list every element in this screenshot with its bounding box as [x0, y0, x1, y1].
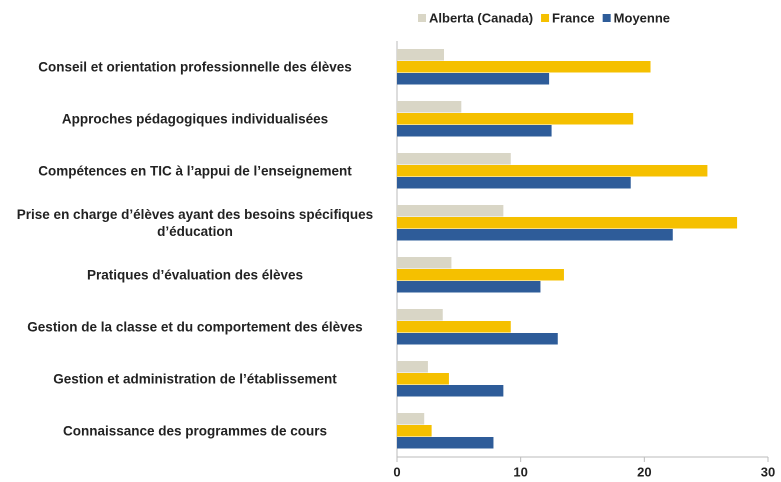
category-label: Approches pédagogiques individualisées [61, 111, 329, 127]
category-label: Conseil et orientation professionnelle d… [38, 59, 352, 75]
bar [397, 321, 511, 333]
bar [397, 101, 462, 113]
x-tick-label: 10 [513, 464, 527, 479]
bar [397, 385, 504, 397]
legend-swatch [541, 14, 550, 22]
bar [397, 217, 738, 229]
x-tick-label: 20 [637, 464, 651, 479]
category-label: Compétences en TIC à l’appui de l’enseig… [38, 163, 352, 179]
bar [397, 205, 504, 217]
bar [397, 113, 634, 125]
bar [397, 257, 452, 269]
legend-swatch [418, 14, 426, 22]
category-label: Pratiques d’évaluation des élèves [86, 267, 304, 283]
bar [397, 309, 443, 321]
legend-label: Alberta (Canada) [429, 10, 533, 25]
bar [397, 361, 428, 373]
bar [397, 373, 449, 385]
bar [397, 125, 552, 137]
bar [397, 269, 564, 281]
bar [397, 73, 550, 85]
bar [397, 177, 631, 189]
bar [397, 153, 511, 165]
legend-swatch [602, 14, 611, 22]
bar [397, 333, 558, 345]
bar [397, 425, 432, 437]
category-label: Gestion et administration de l’établisse… [53, 371, 337, 387]
x-tick-label: 0 [393, 464, 400, 479]
bar [397, 281, 541, 293]
category-label: Prise en charge d’élèves ayant des besoi… [16, 207, 374, 239]
x-tick-label: 30 [761, 464, 775, 479]
category-label: Connaissance des programmes de cours [62, 423, 328, 439]
bar [397, 413, 425, 425]
bar [397, 437, 494, 449]
category-label: Gestion de la classe et du comportement … [27, 319, 363, 335]
bar [397, 229, 673, 241]
legend-label: France [552, 10, 595, 25]
bar [397, 61, 651, 73]
bar [397, 165, 708, 177]
legend-label: Moyenne [614, 10, 670, 25]
bar [397, 49, 444, 61]
